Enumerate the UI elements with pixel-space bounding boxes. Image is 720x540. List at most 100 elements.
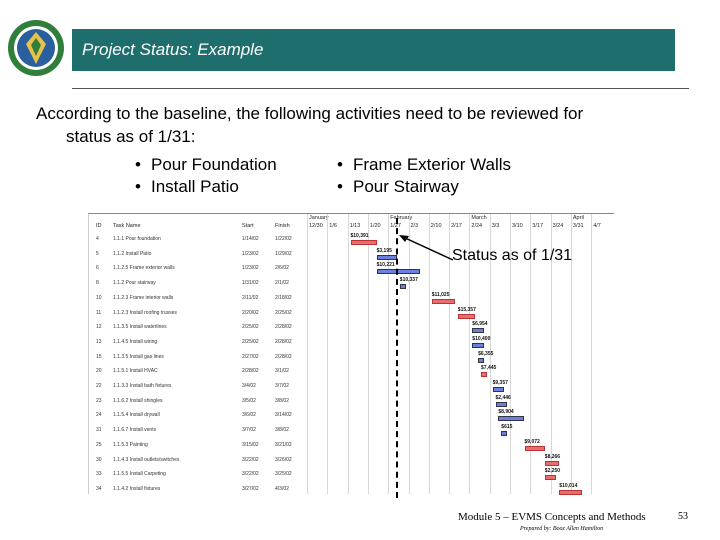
table-row: 8 1.1.2 Pour stairway 1/31/02 2/1/02 $10,337 [89, 276, 614, 291]
title-divider [72, 88, 689, 89]
task-amount: $2,446 [495, 394, 511, 401]
task-name: 1.1.4.3 Install outlets/switches [113, 456, 180, 463]
task-name: 1.1.3.5 Install waterlines [113, 324, 167, 331]
table-row: 12 1.1.3.5 Install waterlines 2/25/02 2/28/… [89, 320, 614, 335]
table-row: 11 1.1.2.3 Install roofing trusses 2/20/02… [89, 306, 614, 321]
task-finish: 1/29/02 [275, 250, 292, 257]
task-finish: 2/6/02 [275, 265, 289, 272]
task-bar [478, 357, 484, 363]
task-name: 1.1.2 Install Patio [113, 250, 152, 257]
timeline-week-label: 3/24 [552, 223, 564, 229]
timeline-gridline [550, 214, 552, 494]
task-name: 1.1.3.5 Install gas lines [113, 353, 164, 360]
col-header-finish: Finish [275, 223, 290, 229]
task-id: 23 [96, 397, 102, 404]
task-start: 3/5/02 [242, 397, 256, 404]
task-bar [498, 416, 525, 422]
timeline-gridline [388, 214, 390, 494]
timeline-week-label: 3/10 [512, 223, 523, 229]
task-bar [544, 460, 560, 466]
table-row: 13 1.1.4.5 Install wiring 2/25/02 2/28/02 $1… [89, 335, 614, 350]
task-amount: $6,954 [472, 321, 488, 328]
task-id: 25 [96, 441, 102, 448]
task-bar [376, 269, 421, 275]
task-name: 1.1.2.3 Install roofing trusses [113, 309, 177, 316]
task-start: 3/27/02 [242, 485, 259, 492]
task-start: 3/4/02 [242, 383, 256, 389]
timeline-week-label: 1/27 [390, 223, 401, 229]
task-amount: $3,195 [376, 247, 392, 254]
timeline-week-label: 3/17 [532, 223, 544, 229]
task-start: 2/20/02 [242, 309, 259, 316]
task-amount: $7,445 [481, 365, 497, 372]
task-id: 6 [96, 265, 99, 272]
timeline-gridline [591, 214, 593, 494]
timeline-gridline [510, 214, 511, 494]
task-bar [431, 298, 455, 304]
task-id: 5 [96, 250, 99, 257]
timeline-week-label: 4/7 [593, 223, 601, 229]
task-finish: 1/22/02 [275, 236, 292, 242]
task-finish: 3/25/02 [275, 471, 292, 478]
task-finish: 2/28/02 [275, 338, 292, 345]
task-id: 20 [96, 368, 102, 375]
task-id: 22 [96, 383, 102, 389]
bullet-item: Pour Stairway [337, 176, 511, 198]
timeline-gridline [408, 214, 410, 494]
task-finish: 2/28/02 [275, 324, 292, 331]
intro-line-2: status as of 1/31: [66, 127, 196, 146]
task-amount: $10,221 [376, 262, 395, 269]
timeline-gridline [489, 214, 491, 494]
task-id: 15 [96, 353, 102, 360]
task-finish: 2/18/02 [275, 294, 292, 301]
task-bar [481, 372, 487, 378]
task-finish: 3/14/02 [275, 412, 292, 419]
task-finish: 2/1/02 [275, 280, 289, 287]
task-amount: $10,337 [399, 277, 418, 284]
intro-line-1: According to the baseline, the following… [36, 104, 584, 123]
task-id: 13 [96, 338, 102, 345]
task-name: 1.1.4.5 Install wiring [113, 338, 158, 345]
task-name: 1.1.3.3 Install bath fixtures [113, 383, 172, 389]
task-amount: $6,355 [478, 350, 494, 357]
status-label: Status as of 1/31 [452, 247, 573, 264]
timeline-month-label: March [471, 215, 487, 221]
timeline-week-label: 1/13 [349, 223, 361, 229]
task-name: 1.1.5.1 Install HVAC [113, 368, 158, 375]
task-start: 1/14/02 [242, 236, 259, 242]
task-amount: $2,250 [544, 468, 561, 475]
task-bar [495, 401, 508, 407]
timeline-gridline [570, 214, 572, 494]
table-row: 31 1.1.6.7 Install vents 3/7/02 3/8/02 $615 [89, 423, 614, 438]
task-start: 3/7/02 [242, 427, 256, 434]
task-id: 8 [96, 280, 99, 287]
task-id: 31 [96, 427, 102, 434]
timeline-week-label: 2/17 [451, 223, 462, 229]
task-start: 1/23/02 [242, 265, 259, 272]
col-header-task: Task Name [113, 223, 141, 229]
task-id: 12 [96, 324, 102, 331]
timeline-week-label: 2/24 [471, 223, 483, 229]
table-row: 25 1.1.5.3 Painting 3/15/02 3/21/02 $9,072 [89, 438, 614, 453]
task-amount: $15,357 [457, 306, 476, 313]
task-amount: $10,014 [559, 482, 578, 489]
task-name: 1.1.5.5 Install Carpeting [113, 471, 166, 478]
col-header-start: Start [242, 223, 254, 229]
table-row: 22 1.1.3.3 Install bath fixtures 3/4/02 3/7… [89, 379, 614, 394]
task-amount: $11,025 [431, 291, 450, 298]
bullet-item: Pour Foundation [135, 154, 277, 176]
task-start: 3/22/02 [242, 471, 259, 478]
task-start: 2/25/02 [242, 338, 259, 345]
timeline-month-label: April [572, 215, 584, 221]
task-name: 1.1.2 Pour stairway [113, 280, 156, 287]
footer-module: Module 5 – EVMS Concepts and Methods [458, 511, 646, 523]
bullet-item: Frame Exterior Walls [337, 154, 511, 176]
task-name: 1.1.4.2 Install fixtures [113, 485, 161, 492]
timeline-gridline [307, 214, 308, 494]
timeline-month-label: January [309, 215, 329, 221]
task-start: 2/11/02 [242, 294, 259, 301]
task-finish: 2/28/02 [275, 353, 292, 360]
timeline-gridline [469, 214, 471, 494]
task-start: 1/23/02 [242, 250, 259, 257]
task-id: 4 [96, 236, 99, 242]
